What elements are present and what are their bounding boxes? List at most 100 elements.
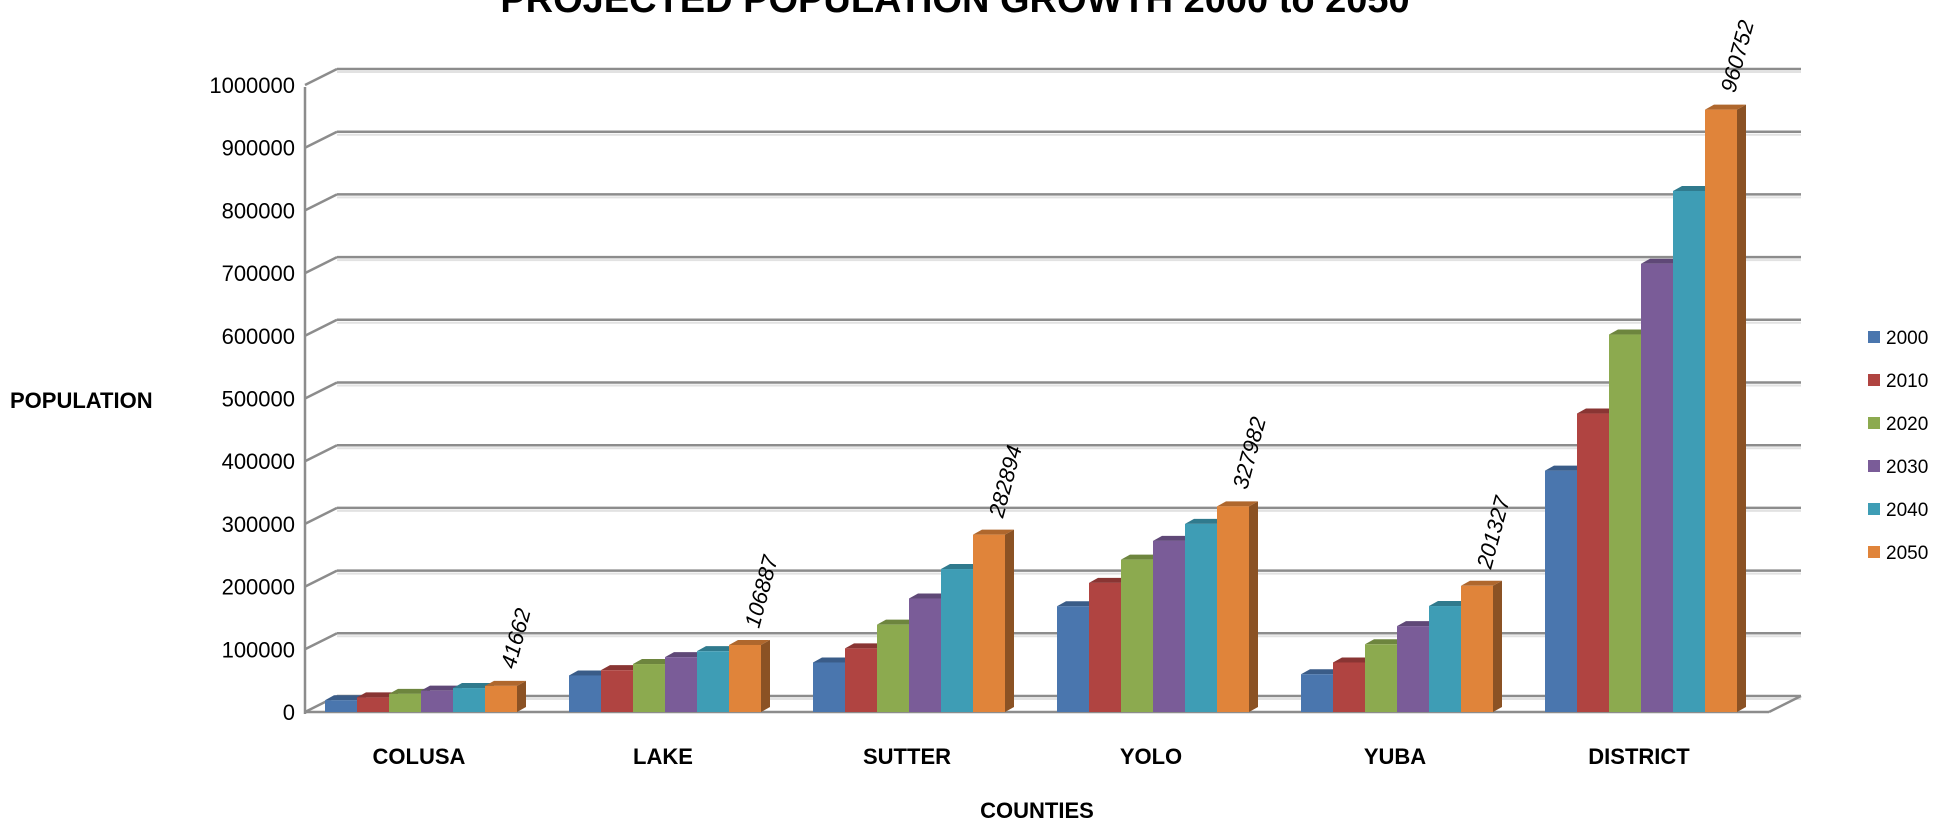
bar-front <box>1397 626 1429 712</box>
bar-top <box>973 529 1014 535</box>
legend-swatch <box>1868 374 1880 386</box>
bar-top <box>1057 601 1098 607</box>
bar-front <box>1705 109 1737 712</box>
bar-front <box>1429 606 1461 712</box>
grid-diagonal <box>304 193 338 212</box>
y-tick-label: 300000 <box>222 512 295 537</box>
bar-lake-2050 <box>729 639 770 712</box>
bar-yolo-2050 <box>1217 501 1258 712</box>
bar-front <box>325 700 357 712</box>
bar-side <box>1493 580 1502 712</box>
data-label: 201327 <box>1471 493 1515 572</box>
legend-item-2030: 2030 <box>1868 457 1928 478</box>
bar-front <box>1121 559 1153 712</box>
bar-top <box>1301 669 1342 675</box>
bar-front <box>1609 334 1641 712</box>
bar-top <box>389 688 430 694</box>
bar-top <box>357 692 398 698</box>
bar-front <box>1217 506 1249 712</box>
bar-top <box>1545 465 1586 471</box>
bar-top <box>1461 580 1502 586</box>
bar-front <box>1089 582 1121 712</box>
x-category-label: YOLO <box>1120 744 1182 769</box>
y-tick-label: 400000 <box>222 449 295 474</box>
y-axis-title: POPULATION <box>10 388 153 413</box>
x-category-label: SUTTER <box>863 744 951 769</box>
bar-front <box>601 670 633 712</box>
legend-swatch <box>1868 503 1880 515</box>
legend-label: 2030 <box>1886 457 1928 478</box>
bar-front <box>1057 606 1089 712</box>
grid-diagonal <box>304 381 338 400</box>
bar-side <box>517 680 526 712</box>
bar-top <box>633 659 674 665</box>
bar-front <box>1333 662 1365 712</box>
bar-top <box>453 683 494 689</box>
grid-diagonal <box>304 130 338 149</box>
bar-front <box>1545 470 1577 712</box>
data-label: 41662 <box>496 606 536 672</box>
bar-top <box>485 680 526 686</box>
bar-front <box>697 651 729 712</box>
bar-top <box>325 695 366 701</box>
x-category-label: YUBA <box>1364 744 1426 769</box>
bar-top <box>1397 621 1438 627</box>
bar-front <box>1185 523 1217 712</box>
bar-top <box>1429 601 1470 607</box>
bar-front <box>1461 585 1493 712</box>
grid-diagonal <box>304 632 338 651</box>
legend-label: 2000 <box>1886 328 1928 349</box>
bar-top <box>601 665 642 671</box>
bar-top <box>1089 577 1130 583</box>
bar-front <box>453 688 485 712</box>
bar-front <box>357 697 389 712</box>
legend: 2000 2010 2020 2030 2040 2050 <box>1868 328 1928 564</box>
bar-group-yuba <box>1301 580 1502 712</box>
chart-grid <box>303 67 1802 714</box>
bar-top <box>569 670 610 676</box>
y-tick-label: 700000 <box>222 261 295 286</box>
legend-swatch <box>1868 331 1880 343</box>
y-tick-label: 500000 <box>222 387 295 412</box>
data-label: 960752 <box>1716 18 1759 95</box>
bar-front <box>1301 674 1333 712</box>
y-tick-label: 800000 <box>222 198 295 223</box>
bar-colusa-2050 <box>485 680 526 712</box>
legend-label: 2040 <box>1886 500 1928 521</box>
y-tick-label: 1000000 <box>209 73 295 98</box>
legend-label: 2020 <box>1886 414 1928 435</box>
bar-yuba-2050 <box>1461 580 1502 712</box>
grid-diagonal <box>304 506 338 526</box>
grid-diagonal <box>304 569 338 588</box>
bar-top <box>1609 329 1650 335</box>
bar-front <box>485 685 517 712</box>
data-label: 106887 <box>740 552 783 630</box>
bar-top <box>1365 639 1406 645</box>
bar-side <box>1005 529 1014 712</box>
x-axis-categories: COLUSA LAKE SUTTER YOLO YUBA DISTRICT <box>373 744 1691 769</box>
bar-front <box>1641 263 1673 712</box>
x-category-label: DISTRICT <box>1588 744 1690 769</box>
legend-label: 2010 <box>1886 371 1928 392</box>
bar-top <box>1121 554 1162 560</box>
bar-front <box>421 690 453 712</box>
y-tick-label: 600000 <box>222 324 295 349</box>
bar-top <box>1641 258 1682 264</box>
grid-diagonal <box>304 67 338 87</box>
x-axis-title: COUNTIES <box>980 798 1094 819</box>
bar-front <box>729 644 761 712</box>
bar-district-2050 <box>1705 104 1746 712</box>
bar-group-sutter <box>813 529 1014 712</box>
y-axis-ticks: 0 100000 200000 300000 400000 500000 600000 700… <box>209 73 295 725</box>
legend-item-2020: 2020 <box>1868 414 1928 435</box>
bar-top <box>813 657 854 663</box>
bar-front <box>665 657 697 712</box>
legend-item-2040: 2040 <box>1868 500 1928 521</box>
bar-top <box>1185 518 1226 524</box>
bar-top <box>421 685 462 691</box>
y-tick-label: 200000 <box>222 575 295 600</box>
bar-sutter-2050 <box>973 529 1014 712</box>
y-tick-label: 100000 <box>222 637 295 662</box>
bar-top <box>729 639 770 645</box>
